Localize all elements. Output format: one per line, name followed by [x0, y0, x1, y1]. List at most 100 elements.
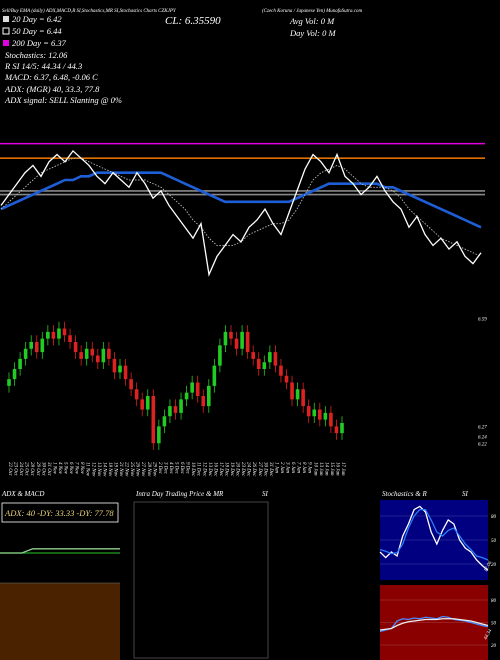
- candle-body: [168, 406, 172, 417]
- candle-body: [145, 396, 150, 410]
- candle-body: [7, 379, 11, 386]
- series-line: [379, 508, 489, 561]
- indicator: ADX signal: SELL Slanting @ 0%: [4, 95, 122, 105]
- day-volume: Day Vol: 0 M: [289, 28, 336, 38]
- candle-body: [23, 348, 28, 359]
- x-tick-label: 12 Dec: [201, 462, 206, 477]
- x-tick-label: 8 Nov: [79, 462, 84, 475]
- candle-body: [73, 342, 78, 353]
- x-tick-label: 5 Nov: [63, 462, 68, 475]
- x-tick-label: 10 Jan: [312, 462, 317, 476]
- x-tick-label: 23 Oct: [13, 462, 18, 476]
- indicator: 200 Day = 6.37: [12, 38, 67, 48]
- candle-body: [256, 358, 261, 369]
- x-tick-label: 1 Nov: [51, 462, 56, 475]
- candle-body: [240, 331, 244, 349]
- x-tick-label: 18 Nov: [107, 462, 112, 477]
- candle-body: [62, 328, 67, 336]
- x-tick-label: 13 Jan: [318, 462, 323, 476]
- candle-body: [295, 389, 300, 400]
- series-line: [379, 615, 489, 633]
- x-tick-label: 29 Oct: [35, 462, 40, 476]
- macd-panel: [0, 583, 120, 660]
- candle-body: [84, 348, 89, 359]
- price-line: [0, 149, 482, 277]
- avg-volume: Avg Vol: 0 M: [289, 16, 335, 26]
- x-tick-label: 4 Nov: [57, 462, 62, 475]
- indicator: R SI 14/5: 44.34 / 44.3: [4, 61, 82, 71]
- x-tick-label: 12 Nov: [90, 462, 95, 477]
- x-tick-label: 9 Jan: [307, 462, 312, 473]
- legend-swatch: [3, 16, 9, 22]
- x-tick-label: 17 Dec: [218, 462, 223, 477]
- x-tick-label: 14 Jan: [323, 462, 328, 476]
- x-tick-label: 27 Dec: [257, 462, 262, 477]
- x-tick-label: 19 Nov: [112, 462, 117, 477]
- series-line: [379, 618, 489, 631]
- x-tick-label: 28 Nov: [146, 462, 151, 477]
- panel-title: SI: [262, 490, 269, 498]
- candle-body: [340, 423, 344, 434]
- legend-swatch: [3, 40, 9, 46]
- x-tick-label: 6 Nov: [68, 462, 73, 475]
- x-tick-label: 23 Dec: [240, 462, 245, 477]
- candle-body: [234, 338, 239, 349]
- candle-body: [162, 416, 167, 427]
- candle-body: [173, 406, 178, 413]
- x-tick-label: 24 Dec: [246, 462, 251, 477]
- ma-line: [0, 171, 482, 229]
- close-price: CL: 6.35590: [165, 15, 221, 27]
- y-tick-label: 6.27: [478, 425, 487, 430]
- candle-body: [34, 342, 39, 353]
- candle-body: [268, 352, 272, 363]
- x-tick-label: 3 Jan: [285, 462, 290, 473]
- indicator: 50 Day = 6.44: [12, 26, 62, 36]
- x-tick-label: 20 Dec: [235, 462, 240, 477]
- candle-body: [151, 396, 156, 444]
- candle-body: [212, 365, 217, 386]
- candle-body: [57, 328, 61, 339]
- candle-body: [18, 358, 22, 369]
- candle-body: [184, 392, 189, 400]
- x-tick-label: 29 Nov: [151, 462, 156, 477]
- candle-body: [112, 358, 117, 373]
- candle-body: [51, 331, 56, 339]
- candle-body: [306, 406, 311, 417]
- x-tick-label: 10 Dec: [190, 462, 195, 477]
- adx-values: ADX: 40 -DY: 33.33 -DY: 77.78: [4, 508, 114, 518]
- x-tick-label: 19 Dec: [229, 462, 234, 477]
- x-tick-label: 5 Dec: [174, 462, 179, 475]
- x-tick-label: 2 Dec: [157, 462, 162, 475]
- candle-body: [118, 365, 122, 373]
- y-tick-label: 50: [491, 622, 497, 627]
- candle-body: [96, 355, 100, 363]
- y-tick-label: 6.24: [478, 436, 487, 441]
- series-line: [0, 548, 120, 554]
- x-tick-label: 25 Oct: [24, 462, 29, 476]
- legend-swatch: [2, 27, 10, 35]
- candle-body: [290, 382, 294, 400]
- x-tick-label: 15 Jan: [329, 462, 334, 476]
- candle-body: [262, 362, 267, 369]
- candle-body: [79, 352, 83, 359]
- series-line: [379, 505, 489, 571]
- intraday-panel: [133, 501, 269, 659]
- x-tick-label: 28 Oct: [29, 462, 34, 476]
- value-label: 44.34: [483, 628, 493, 641]
- candle-body: [46, 331, 50, 339]
- candle-body: [323, 412, 328, 420]
- x-tick-label: 13 Nov: [96, 462, 101, 477]
- x-tick-label: 4 Dec: [168, 462, 173, 475]
- x-tick-label: 26 Nov: [135, 462, 140, 477]
- x-tick-label: 21 Nov: [118, 462, 123, 477]
- x-tick-label: 22 Nov: [124, 462, 129, 477]
- indicator: ADX: (MGR) 40, 33.3, 77.8: [4, 84, 100, 94]
- x-tick-label: 11 Nov: [85, 462, 90, 477]
- x-tick-label: 1 Jan: [273, 462, 278, 473]
- indicator: MACD: 6.37, 6.48, -0.06 C: [4, 72, 98, 82]
- panel-background: [380, 500, 488, 580]
- x-tick-label: 18 Dec: [223, 462, 228, 477]
- y-tick-label: 6.59: [478, 317, 487, 322]
- value-label: 12.06: [483, 560, 493, 573]
